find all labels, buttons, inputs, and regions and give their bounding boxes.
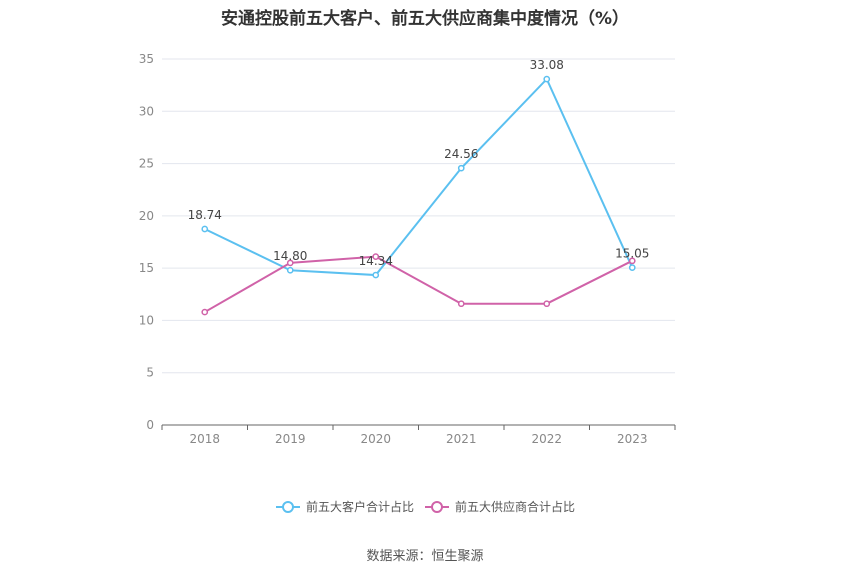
data-label: 14.80 xyxy=(273,249,307,263)
x-tick-label: 2018 xyxy=(189,432,220,446)
data-point xyxy=(543,300,551,308)
data-label: 24.56 xyxy=(444,147,478,161)
series-line xyxy=(204,255,633,313)
data-point xyxy=(457,164,465,172)
legend[interactable]: 前五大客户合计占比 前五大供应商合计占比 xyxy=(276,499,575,514)
grid-lines xyxy=(162,58,675,374)
y-tick-label: 10 xyxy=(139,313,154,327)
data-label: 18.74 xyxy=(188,208,222,222)
x-tick-label: 2019 xyxy=(275,432,306,446)
data-point xyxy=(201,225,209,233)
y-tick-label: 25 xyxy=(139,157,154,171)
legend-label: 前五大客户合计占比 xyxy=(306,499,414,514)
data-point xyxy=(286,266,294,274)
x-tick-label: 2020 xyxy=(360,432,391,446)
x-tick-label: 2021 xyxy=(446,432,477,446)
y-tick-label: 30 xyxy=(139,104,154,118)
source-note: 数据来源：恒生聚源 xyxy=(366,549,484,564)
data-point xyxy=(201,308,209,316)
axes: 0 5 10 15 20 25 30 35 2018 2019 2020 2021 2022 2023 xyxy=(139,52,676,446)
data-label: 33.08 xyxy=(530,58,564,72)
data-point xyxy=(457,300,465,308)
y-tick-label: 35 xyxy=(139,52,154,66)
legend-marker xyxy=(431,501,443,513)
y-tick-label: 0 xyxy=(146,418,154,432)
series xyxy=(201,75,636,316)
series-line xyxy=(204,77,634,277)
data-point xyxy=(286,259,294,267)
data-point xyxy=(372,271,380,279)
data-point xyxy=(543,75,551,83)
x-tick-label: 2022 xyxy=(531,432,562,446)
chart-title: 安通控股前五大客户、前五大供应商集中度情况（%） xyxy=(220,9,630,29)
data-labels: 18.74 14.80 14.34 24.56 33.08 15.05 xyxy=(188,58,650,268)
data-point xyxy=(628,257,636,265)
y-tick-label: 15 xyxy=(139,261,154,275)
y-tick-label: 5 xyxy=(146,366,154,380)
legend-marker xyxy=(282,501,294,513)
y-tick-label: 20 xyxy=(139,209,154,223)
data-point xyxy=(372,253,380,260)
x-tick-label: 2023 xyxy=(617,432,648,446)
data-label: 15.05 xyxy=(615,247,649,261)
legend-label: 前五大供应商合计占比 xyxy=(455,499,575,514)
data-point xyxy=(628,264,636,271)
data-label: 14.34 xyxy=(359,254,393,268)
